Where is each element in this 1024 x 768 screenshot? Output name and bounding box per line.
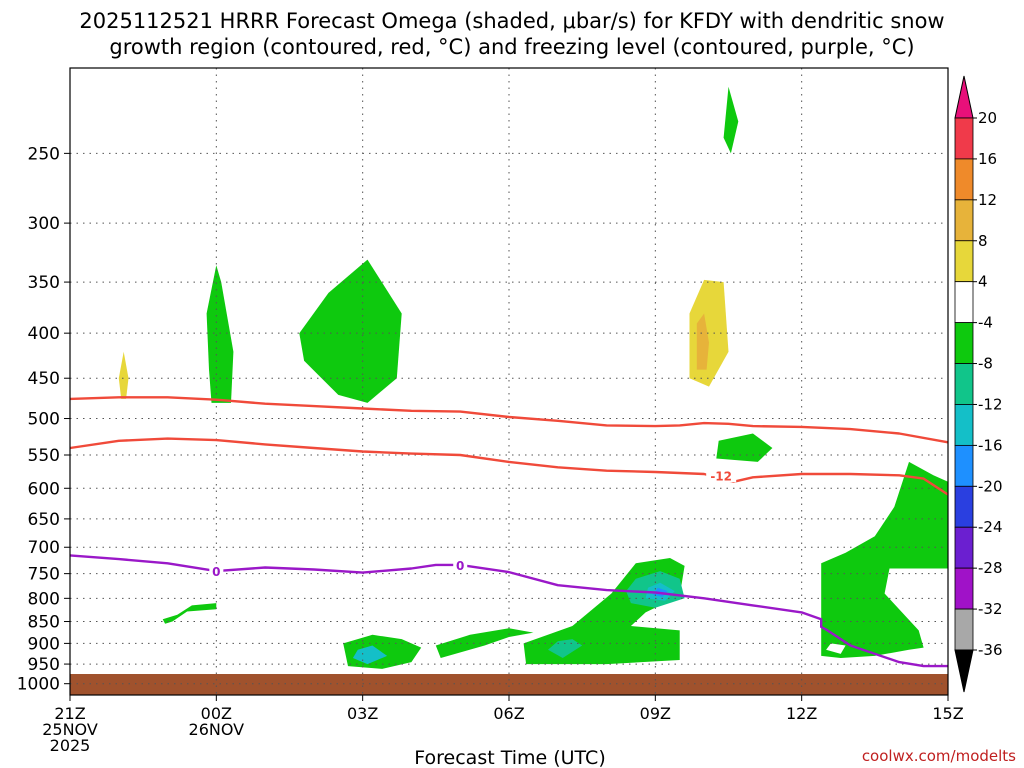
colorbar-tick-label-4: 4 <box>978 273 988 291</box>
colorbar-swatch--16 <box>954 444 974 487</box>
x-tick-label-6-0: 03Z <box>347 704 378 723</box>
colorbar-swatch-8 <box>954 240 974 283</box>
contour-label-bg-0 <box>706 468 737 483</box>
omega-region-18 <box>696 313 709 370</box>
omega-region-1 <box>118 351 129 399</box>
contour-line-1 <box>69 396 949 444</box>
omega-region-4 <box>162 603 217 624</box>
colorbar-tick-label-6: -8 <box>978 355 993 373</box>
omega-region-3 <box>299 259 402 403</box>
contour-line-2 <box>69 554 948 668</box>
colorbar-tick-label-3: 8 <box>978 232 988 250</box>
omega-region-19 <box>716 433 773 462</box>
y-tick-label-900: 900 <box>28 634 60 654</box>
contour-label-bg-1 <box>209 564 224 579</box>
y-tick-label-650: 650 <box>28 510 60 530</box>
colorbar-tick-label-10: -24 <box>978 518 1003 536</box>
omega-region-21 <box>779 95 795 169</box>
omega-region-6 <box>92 645 117 660</box>
x-tick-label-0-1: 25NOV <box>42 720 98 739</box>
x-tick-label-3-1: 26NOV <box>189 720 245 739</box>
colorbar: 20 16 12 8 4 -4 -8 -12 -16 -20 -24 -28 -32 -36 <box>954 75 1003 693</box>
colorbar-swatch--8 <box>954 363 974 405</box>
y-tick-label-750: 750 <box>28 565 60 585</box>
colorbar-tick-label-7: -12 <box>978 395 1003 413</box>
omega-region-9 <box>435 628 534 658</box>
omega-region-27 <box>938 303 948 403</box>
contour-label-0: -12 <box>710 469 732 483</box>
y-tick-label-950: 950 <box>28 655 60 675</box>
x-axis-label: Forecast Time (UTC) <box>414 747 605 768</box>
colorbar-tick-label-2: 12 <box>978 191 997 209</box>
x-tick-label-18-0: 15Z <box>932 704 963 723</box>
colorbar-swatch--12 <box>954 404 974 446</box>
omega-region-24 <box>821 461 948 658</box>
y-tick-label-850: 850 <box>28 613 60 633</box>
omega-region-2 <box>206 265 234 403</box>
colorbar-bottom-triangle <box>954 649 974 693</box>
omega-region-25 <box>826 643 846 654</box>
colorbar-tick-label-8: -16 <box>978 436 1003 454</box>
contour-line-0 <box>69 437 949 496</box>
colorbar-swatch--20 <box>954 485 974 528</box>
x-tick-label-0-2: 2025 <box>50 736 91 755</box>
y-tick-label-400: 400 <box>28 324 60 344</box>
x-tick-label-9-0: 06Z <box>493 704 524 723</box>
y-axis-pressure: 2503003504004505005506006507007508008509… <box>17 144 70 695</box>
contour-label-bg-2 <box>453 557 468 572</box>
y-tick-label-450: 450 <box>28 369 60 389</box>
omega-region-20 <box>723 86 739 154</box>
y-tick-label-700: 700 <box>28 538 60 558</box>
omega-region-15 <box>535 598 553 613</box>
y-tick-label-350: 350 <box>28 273 60 293</box>
omega-region-0 <box>92 259 141 548</box>
y-tick-label-1000: 1000 <box>17 675 60 695</box>
y-tick-label-600: 600 <box>28 479 60 499</box>
omega-region-8 <box>352 645 388 665</box>
contour-labels: -12 0 0 <box>209 468 737 579</box>
x-tick-label-3-0: 00Z <box>201 704 232 723</box>
colorbar-swatch-16 <box>954 158 974 201</box>
chart-title-line-2: growth region (contoured, red, °C) and f… <box>109 35 914 59</box>
omega-region-5 <box>260 593 363 626</box>
plot-area: -12 0 0 <box>69 67 949 696</box>
contour-lines <box>69 396 949 668</box>
omega-shaded-regions <box>92 86 948 669</box>
colorbar-swatch-20 <box>954 117 974 160</box>
x-tick-label-12-0: 09Z <box>640 704 671 723</box>
colorbar-tick-label-13: -36 <box>978 641 1003 659</box>
y-tick-label-300: 300 <box>28 214 60 234</box>
colorbar-tick-label-9: -20 <box>978 477 1003 495</box>
omega-region-23 <box>850 189 914 299</box>
colorbar-swatch--28 <box>954 567 974 610</box>
colorbar-swatch-12 <box>954 199 974 242</box>
colorbar-tick-label-12: -32 <box>978 600 1003 618</box>
y-tick-label-500: 500 <box>28 410 60 430</box>
colorbar-tick-label-5: -4 <box>978 314 993 332</box>
omega-region-22 <box>791 351 851 501</box>
colorbar-swatch--32 <box>954 608 974 651</box>
chart-title-line-1: 2025112521 HRRR Forecast Omega (shaded, … <box>79 9 944 33</box>
omega-region-11 <box>548 639 583 658</box>
grid-lines <box>69 68 949 695</box>
colorbar-swatch--4 <box>954 322 974 364</box>
y-tick-label-800: 800 <box>28 589 60 609</box>
colorbar-tick-label-1: 16 <box>978 150 997 168</box>
credit-text: coolwx.com/modelts <box>862 747 1016 765</box>
colorbar-swatch-4 <box>954 281 974 324</box>
colorbar-swatch--24 <box>954 526 974 569</box>
contour-label-1: 0 <box>212 565 220 579</box>
x-tick-label-15-0: 12Z <box>786 704 817 723</box>
colorbar-top-triangle <box>954 75 974 119</box>
y-tick-label-550: 550 <box>28 446 60 466</box>
omega-region-28 <box>918 653 924 663</box>
x-tick-label-0-0: 21Z <box>54 704 85 723</box>
colorbar-tick-label-0: 20 <box>978 109 997 127</box>
ground-below-surface <box>70 674 948 695</box>
contour-label-2: 0 <box>456 559 464 573</box>
colorbar-tick-label-11: -28 <box>978 559 1003 577</box>
y-tick-label-250: 250 <box>28 144 60 164</box>
